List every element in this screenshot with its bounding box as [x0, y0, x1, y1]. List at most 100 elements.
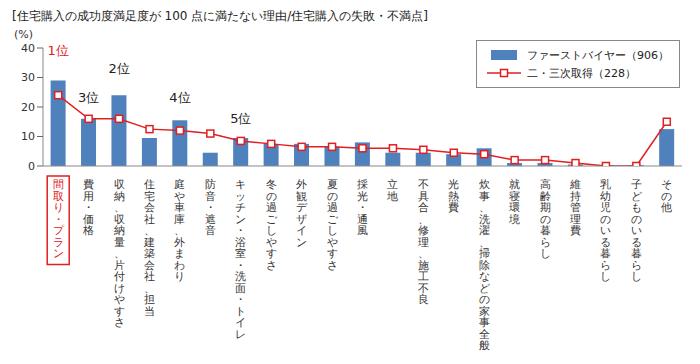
svg-text:し: し	[326, 224, 338, 237]
svg-text:外: 外	[174, 235, 186, 249]
svg-text:夏: 夏	[326, 178, 338, 191]
svg-text:合: 合	[417, 201, 429, 214]
svg-text:し: し	[631, 270, 642, 283]
svg-text:ン: ン	[235, 212, 247, 226]
svg-text:音: 音	[204, 189, 216, 203]
html-text:[住宅購入の成功度満足度が 100 点に満たない理由/住宅購: [住宅購入の成功度満足度が 100 点に満たない理由/住宅購入の失敗・不満点]	[12, 9, 428, 23]
svg-text:40: 40	[21, 42, 35, 55]
svg-text:け: け	[113, 281, 125, 295]
svg-text:般: 般	[479, 339, 490, 352]
svg-text:用: 用	[83, 189, 95, 203]
svg-text:地: 地	[386, 190, 398, 203]
svg-text:過: 過	[265, 201, 277, 214]
svg-text:外: 外	[296, 178, 308, 191]
svg-text:や: や	[265, 235, 277, 249]
svg-text:不: 不	[417, 281, 429, 295]
svg-text:不: 不	[417, 178, 429, 191]
svg-text:ま: ま	[174, 247, 186, 260]
svg-text:風: 風	[357, 224, 368, 237]
svg-text:防: 防	[204, 178, 216, 191]
svg-text:冬: 冬	[265, 178, 277, 191]
svg-text:0: 0	[28, 160, 35, 173]
svg-text:の: の	[265, 189, 277, 203]
svg-text:費: 費	[448, 201, 459, 214]
svg-text:り: り	[174, 270, 185, 283]
svg-text:や: や	[174, 189, 186, 203]
svg-text:境: 境	[508, 213, 520, 226]
svg-text:ザ: ザ	[296, 212, 308, 226]
svg-text:工: 工	[417, 270, 429, 283]
svg-text:さ: さ	[114, 316, 125, 329]
svg-text:洗: 洗	[235, 270, 247, 283]
svg-text:納: 納	[113, 224, 125, 237]
svg-text:し: し	[600, 270, 611, 283]
svg-text:の: の	[326, 189, 338, 203]
svg-text:車: 車	[174, 201, 186, 214]
svg-text:ン: ン	[53, 247, 64, 260]
svg-text:レ: レ	[235, 328, 246, 341]
svg-text:5位: 5位	[230, 111, 251, 126]
svg-text:庫: 庫	[174, 212, 186, 226]
svg-text:具: 具	[417, 189, 429, 203]
svg-text:3位: 3位	[78, 90, 99, 105]
svg-text:過: 過	[326, 201, 338, 214]
svg-text:す: す	[113, 304, 125, 318]
svg-text:2位: 2位	[108, 61, 129, 76]
svg-text:ン: ン	[296, 236, 307, 249]
svg-text:し: し	[265, 224, 277, 237]
svg-text:ッ: ッ	[235, 189, 247, 203]
svg-text:30: 30	[21, 71, 35, 84]
svg-text:ご: ご	[326, 212, 338, 226]
svg-text:10: 10	[21, 130, 35, 143]
svg-text:収: 収	[113, 178, 125, 191]
svg-text:費: 費	[570, 224, 581, 237]
svg-text:ト: ト	[235, 304, 247, 318]
svg-text:キ: キ	[235, 178, 247, 191]
svg-text:量: 量	[113, 235, 125, 249]
svg-text:他: 他	[661, 201, 672, 214]
svg-text:デ: デ	[296, 201, 308, 214]
svg-text:収: 収	[113, 212, 125, 226]
svg-text:や: や	[113, 293, 125, 306]
svg-text:価: 価	[83, 212, 95, 226]
svg-text:面: 面	[235, 281, 247, 295]
svg-text:間: 間	[52, 178, 64, 191]
svg-text:理: 理	[417, 235, 429, 249]
svg-text:取: 取	[52, 189, 64, 203]
svg-text:ご: ご	[265, 212, 277, 226]
svg-text:イ: イ	[296, 224, 308, 237]
svg-text:観: 観	[296, 189, 308, 203]
svg-text:室: 室	[235, 247, 247, 260]
html-text:二・三次取得（228）: 二・三次取得（228）	[527, 66, 636, 80]
svg-text:納: 納	[113, 189, 125, 203]
svg-text:良: 良	[418, 293, 429, 306]
svg-text:ラ: ラ	[52, 235, 64, 249]
svg-text:遮: 遮	[204, 212, 216, 226]
svg-text:費: 費	[83, 178, 95, 191]
svg-text:さ: さ	[266, 259, 277, 272]
svg-text:プ: プ	[52, 224, 64, 237]
html-text:ファーストバイヤー（906）: ファーストバイヤー（906）	[527, 48, 669, 62]
svg-text:20: 20	[21, 101, 35, 114]
svg-text:チ: チ	[235, 201, 247, 214]
svg-text:施: 施	[417, 258, 429, 272]
svg-text:し: し	[540, 247, 551, 260]
svg-text:格: 格	[82, 224, 94, 237]
svg-text:片: 片	[113, 258, 125, 272]
svg-text:立: 立	[387, 178, 399, 191]
svg-text:当: 当	[144, 305, 155, 318]
svg-text:イ: イ	[235, 316, 247, 329]
svg-text:修: 修	[417, 224, 429, 237]
svg-text:す: す	[326, 247, 338, 260]
svg-text:わ: わ	[174, 258, 186, 272]
svg-text:や: や	[326, 235, 338, 249]
svg-text:庭: 庭	[174, 178, 186, 191]
svg-text:付: 付	[113, 270, 125, 283]
svg-text:り: り	[52, 201, 64, 214]
svg-text:す: す	[265, 247, 277, 260]
svg-text:さ: さ	[327, 259, 338, 272]
svg-text:音: 音	[205, 224, 216, 237]
svg-text:4位: 4位	[169, 90, 190, 105]
svg-text:1位: 1位	[48, 43, 69, 58]
svg-text:浴: 浴	[235, 235, 247, 249]
